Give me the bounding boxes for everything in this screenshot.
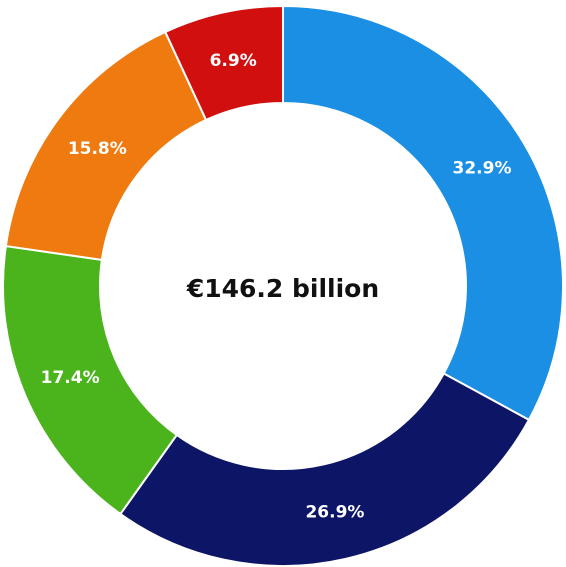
donut-slice: [163, 4, 284, 122]
donut-slice: [282, 4, 564, 422]
donut-slice: [119, 372, 531, 567]
slice-percent-label: 26.9%: [305, 503, 364, 523]
center-total-label: €146.2 billion: [186, 274, 379, 303]
slices-layer: [2, 4, 564, 567]
slice-labels-layer: 32.9% 26.9% 17.4% 15.8% 6.9%: [41, 51, 512, 523]
slice-percent-label: 6.9%: [210, 51, 257, 71]
slice-percent-label: 17.4%: [41, 368, 100, 388]
slice-percent-label: 32.9%: [453, 159, 512, 179]
slice-percent-label: 15.8%: [68, 139, 127, 159]
